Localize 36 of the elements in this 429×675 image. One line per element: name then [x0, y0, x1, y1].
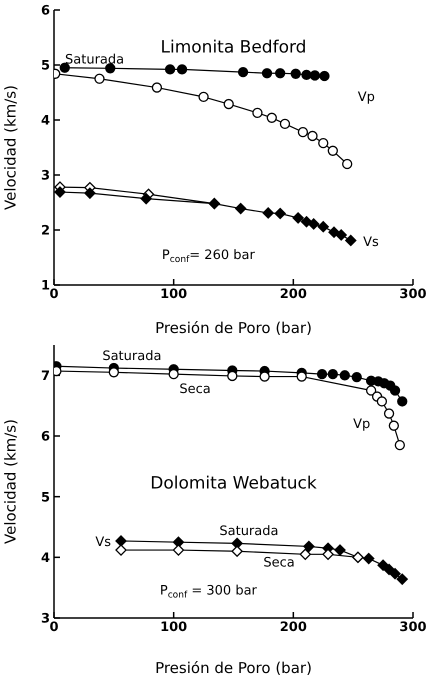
x-axis-title: Presión de Poro (bar) — [155, 319, 312, 337]
annotation: Seca — [263, 554, 295, 570]
text: Dolomita Webatuck — [149, 473, 318, 494]
x-tick-label: 0 — [49, 620, 59, 636]
y-tick-label: 4 — [40, 550, 50, 566]
x-tick-label: 200 — [280, 620, 307, 636]
y-tick-label: 1 — [40, 278, 50, 294]
x-axis-title: Presión de Poro (bar) — [155, 659, 312, 675]
x-tick-label: 100 — [160, 287, 188, 302]
y-tick-label: 5 — [40, 58, 50, 74]
x-tick-label: 200 — [280, 287, 307, 302]
y-axis-title: Velocidad (km/s) — [1, 419, 20, 544]
annotation: Vs — [363, 234, 380, 250]
x-tick-label: 300 — [399, 620, 427, 636]
annotation: Saturada — [219, 524, 278, 539]
y-tick-label: 2 — [40, 224, 50, 239]
annotation: Vp — [353, 416, 370, 432]
annotation: Vp — [358, 89, 375, 104]
annotation: Vs — [95, 534, 112, 550]
annotation: P$_{conf}$= 260 bar — [162, 247, 256, 266]
y-tick-label: 6 — [40, 4, 50, 19]
y-tick-label: 6 — [40, 430, 50, 445]
annotation: Seca — [179, 382, 211, 397]
y-tick-label: 3 — [40, 168, 50, 184]
annotation: Saturada — [102, 348, 162, 364]
y-tick-label: 7 — [40, 368, 50, 384]
annotation: Saturada — [65, 52, 124, 68]
annotation: P$_{conf}$ = 300 bar — [160, 583, 258, 602]
x-tick-label: 0 — [49, 287, 59, 302]
y-axis-title: Velocidad (km/s) — [1, 85, 20, 210]
y-tick-label: 4 — [40, 114, 50, 129]
text: Limonita Bedford — [160, 38, 306, 58]
x-tick-label: 100 — [160, 620, 188, 636]
y-tick-label: 3 — [40, 612, 50, 627]
y-tick-label: 5 — [40, 490, 50, 506]
x-tick-label: 300 — [399, 287, 427, 302]
